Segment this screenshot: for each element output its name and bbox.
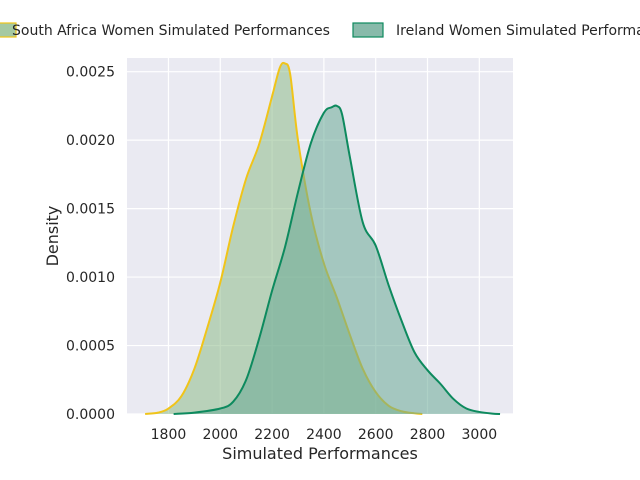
y-axis-ticks: 0.0000 0.0005 0.0010 0.0015 0.0020 0.0025 [66, 65, 115, 423]
y-tick-label: 0.0015 [66, 202, 115, 218]
x-tick-label: 1800 [151, 427, 187, 443]
legend-label-2: Ireland Women Simulated Performances [396, 23, 640, 39]
y-tick-label: 0.0025 [66, 65, 115, 81]
legend: South Africa Women Simulated Performance… [0, 22, 640, 39]
legend-swatch-1 [0, 22, 17, 38]
x-axis-ticks: 1800 2000 2200 2400 2600 2800 3000 [151, 427, 498, 443]
legend-swatch-2 [352, 22, 384, 38]
x-tick-label: 2600 [358, 427, 394, 443]
series-line-2 [173, 104, 501, 415]
series-area-1 [145, 62, 423, 414]
y-tick-label: 0.0000 [66, 407, 115, 423]
y-tick-label: 0.0005 [66, 339, 115, 355]
legend-label-1: South Africa Women Simulated Performance… [12, 23, 330, 39]
x-tick-label: 2200 [254, 427, 290, 443]
x-tick-label: 2400 [306, 427, 342, 443]
y-tick-label: 0.0020 [66, 133, 115, 149]
y-axis-label: Density [43, 206, 62, 267]
x-tick-label: 2000 [202, 427, 238, 443]
series-area-2 [173, 105, 501, 414]
x-axis-label: Simulated Performances [222, 444, 418, 463]
x-tick-label: 2800 [410, 427, 446, 443]
y-tick-label: 0.0010 [66, 270, 115, 286]
density-areas [145, 61, 501, 415]
x-tick-label: 3000 [462, 427, 498, 443]
